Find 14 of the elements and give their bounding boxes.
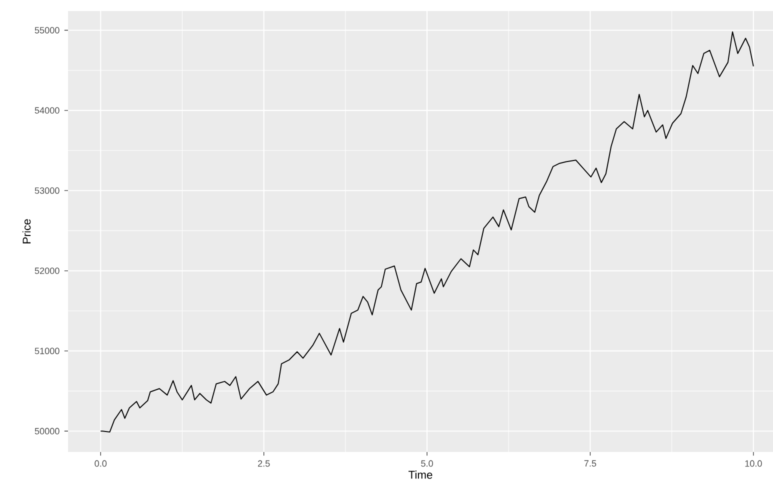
x-tick-label: 2.5 [258, 460, 270, 467]
x-tick-label: 0.0 [94, 460, 107, 467]
x-tick-label: 5.0 [421, 460, 433, 467]
y-tick-label: 53000 [34, 187, 60, 194]
y-axis-title: Price [22, 219, 31, 244]
x-tick-label: 7.5 [584, 460, 596, 467]
line-series [100, 31, 754, 432]
x-tick-label: 10.0 [745, 460, 762, 467]
x-axis-title: Time [408, 470, 432, 479]
y-tick-label: 55000 [34, 27, 60, 34]
y-tick-label: 50000 [34, 428, 60, 434]
y-tick-label: 54000 [34, 107, 60, 114]
y-tick-label: 52000 [34, 268, 60, 274]
y-tick-label: 51000 [34, 348, 60, 354]
